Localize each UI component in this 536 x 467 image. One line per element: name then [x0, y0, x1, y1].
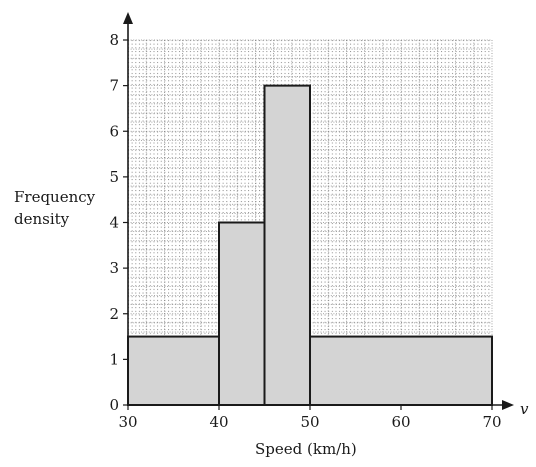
bar-2 [218, 221, 266, 406]
x-axis-label: Speed (km/h) [255, 440, 357, 458]
y-axis-arrow [123, 12, 133, 24]
x-tick-label: 60 [391, 413, 410, 431]
x-tick-label: 30 [118, 413, 137, 431]
x-axis-arrow [502, 400, 514, 410]
axes [123, 12, 514, 410]
y-tick-label: 0 [109, 396, 119, 414]
x-variable-label: v [520, 400, 529, 418]
y-axis-label: Frequency density [14, 186, 124, 230]
bar-4 [309, 335, 493, 406]
x-tick-label: 40 [209, 413, 228, 431]
x-tick-label: 70 [482, 413, 501, 431]
y-tick-label: 6 [109, 122, 119, 140]
y-tick-label: 3 [109, 259, 119, 277]
bar-3 [263, 84, 311, 406]
y-axis-label-line2: density [14, 210, 70, 228]
bar-1 [127, 335, 220, 406]
bars [127, 84, 493, 406]
y-tick-label: 4 [109, 214, 119, 232]
y-tick-label: 5 [109, 168, 119, 186]
y-tick-label: 2 [109, 305, 119, 323]
y-tick-label: 1 [109, 350, 119, 368]
y-tick-label: 8 [109, 31, 119, 49]
y-tick-label: 7 [109, 77, 119, 95]
tick-labels: 0 1 2 3 4 5 6 7 8 30 40 50 60 70 [109, 31, 501, 431]
y-axis-label-line1: Frequency [14, 188, 96, 206]
x-tick-label: 50 [300, 413, 319, 431]
